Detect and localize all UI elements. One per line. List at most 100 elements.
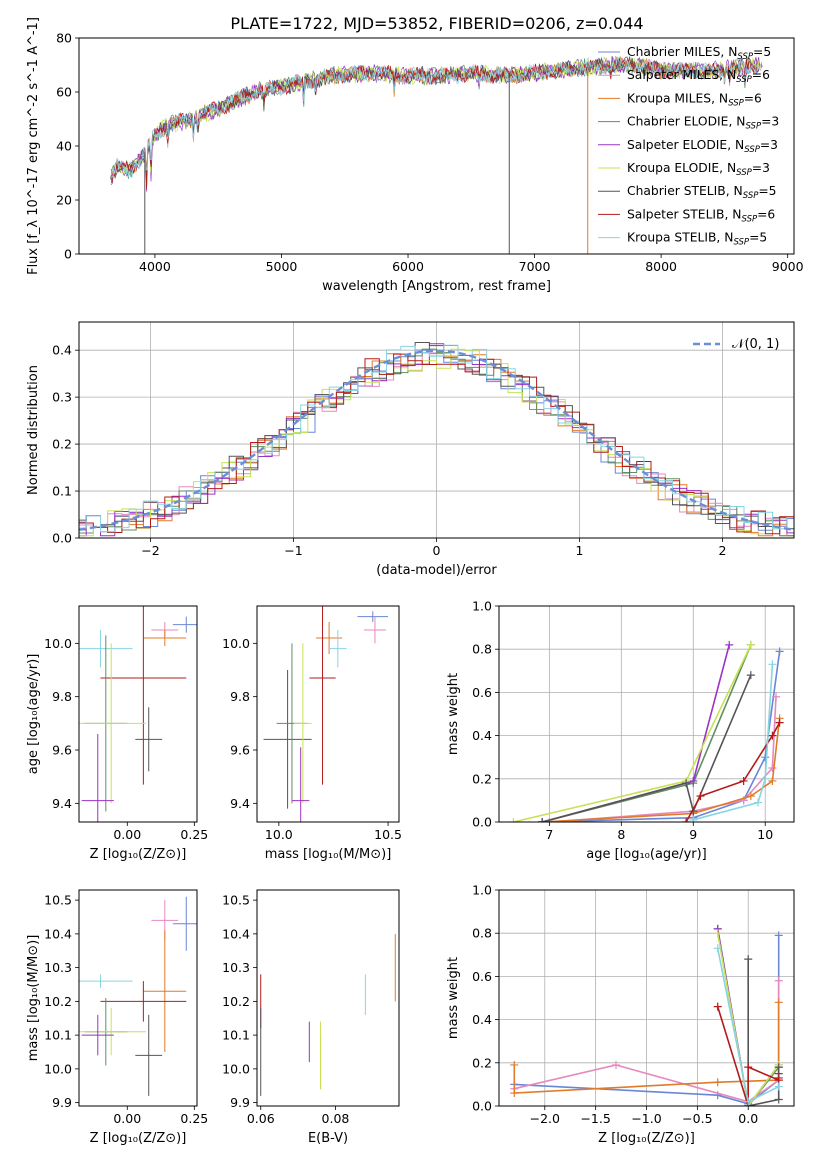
y-tick-label: 9.6	[52, 743, 72, 758]
data-area	[509, 640, 784, 822]
axis-ticks: 0.06 0.08 9.9 10.0 10.1 10.2 10.3 10.4 10.5	[222, 893, 349, 1126]
y-tick-label: 9.9	[230, 1095, 250, 1110]
panel-age-vs-z: 0.00 0.25 9.4 9.6 9.8 10.0 Z [log₁₀(Z/Z⊙)] age …	[26, 605, 208, 862]
legend-entry: Chabrier ELODIE, NSSP=3	[627, 115, 779, 132]
legend-subscript: SSP	[745, 122, 761, 132]
data-area	[79, 606, 197, 822]
x-axis-label: Z [log₁₀(Z/Z⊙)]	[90, 847, 187, 862]
x-tick-label: 0	[433, 543, 441, 558]
data-area	[510, 924, 783, 1106]
y-tick-label: 10.4	[222, 926, 250, 941]
y-axis-label: Normed distribution	[26, 365, 41, 495]
errorbar-chabrier-miles	[172, 896, 197, 951]
weight-marker	[744, 955, 753, 964]
y-tick-label: 10.0	[222, 1061, 250, 1076]
axis-ticks: 10.0 10.5 9.4 9.6 9.8 10.0	[222, 636, 402, 842]
errorbar-salpeter-stelib	[100, 606, 187, 785]
y-tick-label: 10.0	[222, 636, 250, 651]
axis-ticks: 0.00 0.25 9.4 9.6 9.8 10.0	[44, 636, 208, 842]
x-tick-label: 0.08	[322, 1111, 350, 1126]
x-axis-label: age [log₁₀(age/yr)]	[586, 847, 707, 862]
plot-frame	[256, 605, 400, 823]
axis-ticks: 7 8 9 10 0.0 0.2 0.4 0.6 0.8 1.0	[472, 599, 773, 843]
weight-marker	[768, 776, 777, 785]
plot-frame	[78, 605, 198, 823]
y-tick-label: 10.5	[44, 893, 72, 908]
x-tick-label: 0.00	[113, 827, 141, 842]
panel-mass-vs-z: 0.00 0.25 9.9 10.0 10.1 10.2 10.3 10.4 10.5 Z [lo…	[26, 889, 208, 1146]
y-tick-label: 0.8	[472, 926, 492, 941]
y-axis-label: age [log₁₀(age/yr)]	[26, 654, 41, 775]
x-tick-label: 0.25	[180, 827, 208, 842]
legend-subscript: SSP	[743, 191, 759, 201]
y-tick-label: 9.8	[52, 689, 72, 704]
weight-marker	[774, 931, 783, 940]
weight-marker	[744, 1097, 753, 1106]
weight-marker	[713, 1078, 722, 1087]
y-tick-label: 0.4	[472, 1012, 492, 1027]
y-tick-label: 0.1	[52, 484, 72, 499]
y-tick-label: 0	[64, 247, 72, 262]
spectrum-line-salpeter-elodie	[110, 56, 763, 192]
x-tick-label: 4000	[139, 259, 171, 274]
errorbar-chabrier-miles	[357, 611, 389, 622]
y-tick-label: 0.6	[472, 685, 492, 700]
errorbar-kroupa-miles	[143, 930, 187, 1052]
y-tick-label: 80	[56, 31, 72, 46]
plot-frame	[498, 889, 795, 1107]
weight-marker	[744, 1063, 753, 1072]
legend-count: =6	[752, 68, 770, 82]
weight-marker	[768, 660, 777, 669]
weight-marker	[746, 792, 755, 801]
weight-marker	[768, 764, 777, 772]
y-tick-label: 10.1	[44, 1028, 72, 1043]
legend-subscript: SSP	[744, 145, 760, 155]
plot-frame	[498, 605, 795, 823]
legend-subscript: SSP	[737, 52, 753, 62]
spectrum-legend: Chabrier MILES, NSSP=5 Salpeter MILES, NS…	[598, 45, 779, 248]
weight-marker	[689, 776, 698, 785]
x-tick-label: 0.0	[738, 1111, 758, 1126]
y-axis-label: mass weight	[446, 957, 461, 1039]
y-tick-label: 9.4	[52, 796, 72, 811]
x-tick-label: −0.5	[682, 1111, 712, 1126]
legend-entry: Salpeter MILES, NSSP=6	[627, 68, 770, 85]
weight-marker	[713, 1002, 722, 1011]
data-area	[79, 896, 197, 1096]
axis-ticks: 0.00 0.25 9.9 10.0 10.1 10.2 10.3 10.4 10.5	[44, 893, 208, 1126]
legend-subscript: SSP	[733, 238, 749, 248]
axis-ticks: −2.0 −1.5 −1.0 −0.5 0.0 0.0 0.2 0.4 0.6 0.8 1.0	[472, 883, 758, 1127]
panel-age-vs-mass: 10.0 10.5 9.4 9.6 9.8 10.0 mass [log₁₀(M/M⊙)]	[222, 605, 402, 862]
weight-series-chabrier-stelib	[538, 671, 755, 822]
x-tick-label: 5000	[266, 259, 298, 274]
x-axis-label: (data-model)/error	[376, 563, 497, 578]
y-tick-label: 9.8	[230, 689, 250, 704]
y-tick-label: 10.0	[44, 636, 72, 651]
weight-marker	[696, 792, 705, 801]
y-tick-label: 0.4	[52, 343, 72, 358]
legend-count: =6	[757, 207, 775, 221]
y-tick-label: 9.9	[52, 1095, 72, 1110]
legend-entry: Salpeter ELODIE, NSSP=3	[627, 138, 778, 155]
x-tick-label: 10.5	[374, 827, 402, 842]
legend-count: =3	[761, 115, 779, 129]
y-tick-label: 20	[56, 193, 72, 208]
gaussian-legend-label: 𝒩(0, 1)	[732, 337, 779, 352]
y-tick-label: 0.0	[472, 815, 492, 830]
plot-frame	[78, 321, 795, 539]
x-tick-label: 0.06	[247, 1111, 275, 1126]
y-tick-label: 0.0	[52, 531, 72, 546]
legend-subscript: SSP	[742, 214, 758, 224]
y-tick-label: 10.3	[44, 960, 72, 975]
x-tick-label: 9000	[772, 259, 804, 274]
y-tick-label: 0.3	[52, 390, 72, 405]
errorbar-salpeter-stelib	[100, 981, 187, 1022]
panel-mass-vs-ebv: 0.06 0.08 9.9 10.0 10.1 10.2 10.3 10.4 10.5 E(B-V…	[222, 889, 400, 1146]
y-tick-label: 0.4	[472, 728, 492, 743]
spectrum-line-kroupa-stelib	[111, 56, 763, 178]
errorbar-chabrier-miles	[172, 616, 197, 633]
y-tick-label: 0.6	[472, 969, 492, 984]
x-tick-label: 8000	[645, 259, 677, 274]
weight-marker	[775, 718, 784, 727]
